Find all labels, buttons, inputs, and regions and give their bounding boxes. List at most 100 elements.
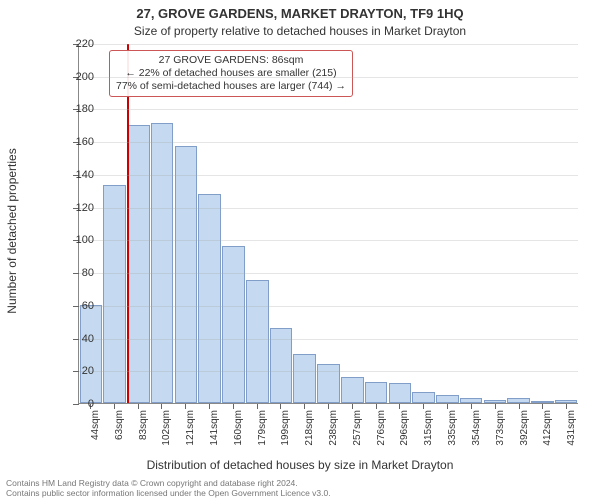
bar — [389, 383, 412, 403]
bar — [293, 354, 316, 403]
bars-group — [79, 44, 578, 403]
x-tick-slot: 276sqm — [364, 404, 388, 454]
y-tick-label: 200 — [54, 71, 94, 83]
attribution-line1: Contains HM Land Registry data © Crown c… — [6, 478, 594, 488]
bar — [412, 392, 435, 403]
bar-slot — [222, 44, 246, 403]
bar-slot — [531, 44, 555, 403]
bar-slot — [340, 44, 364, 403]
grid-line — [79, 175, 578, 176]
bar — [127, 125, 150, 403]
bar — [365, 382, 388, 403]
x-tick-slot: 121sqm — [173, 404, 197, 454]
grid-line — [79, 44, 578, 45]
bar — [151, 123, 174, 403]
bar-slot — [554, 44, 578, 403]
grid-line — [79, 208, 578, 209]
bar-slot — [364, 44, 388, 403]
chart-subtitle: Size of property relative to detached ho… — [0, 24, 600, 38]
bar — [222, 246, 245, 403]
x-tick-label: 83sqm — [138, 410, 149, 440]
x-tick-slot: 373sqm — [483, 404, 507, 454]
annotation-line3: 77% of semi-detached houses are larger (… — [116, 80, 346, 93]
chart-title: 27, GROVE GARDENS, MARKET DRAYTON, TF9 1… — [0, 6, 600, 21]
bar — [555, 400, 578, 403]
bar — [246, 280, 269, 403]
y-tick-label: 20 — [54, 365, 94, 377]
x-tick-slot: 141sqm — [197, 404, 221, 454]
x-tick-label: 238sqm — [328, 410, 339, 446]
y-tick-label: 60 — [54, 300, 94, 312]
x-tick-label: 63sqm — [114, 410, 125, 440]
x-axis-caption: Distribution of detached houses by size … — [0, 458, 600, 472]
x-tick-slot: 63sqm — [102, 404, 126, 454]
x-tick-label: 257sqm — [352, 410, 363, 446]
bar-slot — [103, 44, 127, 403]
x-tick-slot: 179sqm — [245, 404, 269, 454]
x-tick-slot: 335sqm — [435, 404, 459, 454]
bar-slot — [317, 44, 341, 403]
grid-line — [79, 339, 578, 340]
bar-slot — [269, 44, 293, 403]
attribution: Contains HM Land Registry data © Crown c… — [0, 478, 600, 498]
x-tick-label: 218sqm — [304, 410, 315, 446]
bar — [484, 400, 507, 403]
grid-line — [79, 142, 578, 143]
y-tick-label: 40 — [54, 333, 94, 345]
bar-slot — [79, 44, 103, 403]
x-tick-label: 121sqm — [185, 410, 196, 446]
bar — [507, 398, 530, 403]
attribution-line2: Contains public sector information licen… — [6, 488, 594, 498]
bar-slot — [412, 44, 436, 403]
x-tick-row: 44sqm 63sqm 83sqm 102sqm 121sqm 141sqm 160sqm 1… — [78, 404, 578, 454]
bar-slot — [435, 44, 459, 403]
bar-slot — [174, 44, 198, 403]
y-tick-label: 80 — [54, 267, 94, 279]
bar-slot — [507, 44, 531, 403]
y-tick-label: 180 — [54, 103, 94, 115]
bar — [531, 401, 554, 403]
marker-line — [127, 44, 129, 403]
plot-area: 27 GROVE GARDENS: 86sqm ← 22% of detache… — [78, 44, 578, 404]
x-tick-slot: 83sqm — [126, 404, 150, 454]
x-tick-label: 199sqm — [280, 410, 291, 446]
bar — [436, 395, 459, 403]
bar-slot — [293, 44, 317, 403]
annotation-box: 27 GROVE GARDENS: 86sqm ← 22% of detache… — [109, 50, 353, 97]
x-tick-slot: 238sqm — [316, 404, 340, 454]
x-tick-label: 102sqm — [161, 410, 172, 446]
x-tick-label: 392sqm — [519, 410, 530, 446]
x-tick-label: 179sqm — [257, 410, 268, 446]
bar — [341, 377, 364, 403]
x-tick-slot: 44sqm — [78, 404, 102, 454]
x-tick-label: 296sqm — [399, 410, 410, 446]
x-tick-label: 276sqm — [376, 410, 387, 446]
bar-slot — [127, 44, 151, 403]
annotation-line2: ← 22% of detached houses are smaller (21… — [116, 67, 346, 80]
y-tick-label: 160 — [54, 136, 94, 148]
x-tick-slot: 296sqm — [388, 404, 412, 454]
x-tick-slot: 218sqm — [292, 404, 316, 454]
x-tick-slot: 431sqm — [554, 404, 578, 454]
y-tick-label: 220 — [54, 38, 94, 50]
x-tick-slot: 392sqm — [507, 404, 531, 454]
x-tick-slot: 412sqm — [530, 404, 554, 454]
bar — [317, 364, 340, 403]
bar-slot — [459, 44, 483, 403]
x-tick-label: 315sqm — [423, 410, 434, 446]
x-tick-slot: 354sqm — [459, 404, 483, 454]
x-tick-slot: 102sqm — [149, 404, 173, 454]
x-tick-label: 160sqm — [233, 410, 244, 446]
x-tick-slot: 315sqm — [411, 404, 435, 454]
bar — [175, 146, 198, 403]
x-tick-label: 141sqm — [209, 410, 220, 446]
bar — [80, 305, 103, 403]
grid-line — [79, 273, 578, 274]
y-tick-label: 120 — [54, 202, 94, 214]
bar-slot — [483, 44, 507, 403]
x-tick-slot: 257sqm — [340, 404, 364, 454]
grid-line — [79, 77, 578, 78]
y-tick-label: 0 — [54, 398, 94, 410]
x-tick-label: 44sqm — [90, 410, 101, 440]
annotation-line1: 27 GROVE GARDENS: 86sqm — [116, 54, 346, 67]
